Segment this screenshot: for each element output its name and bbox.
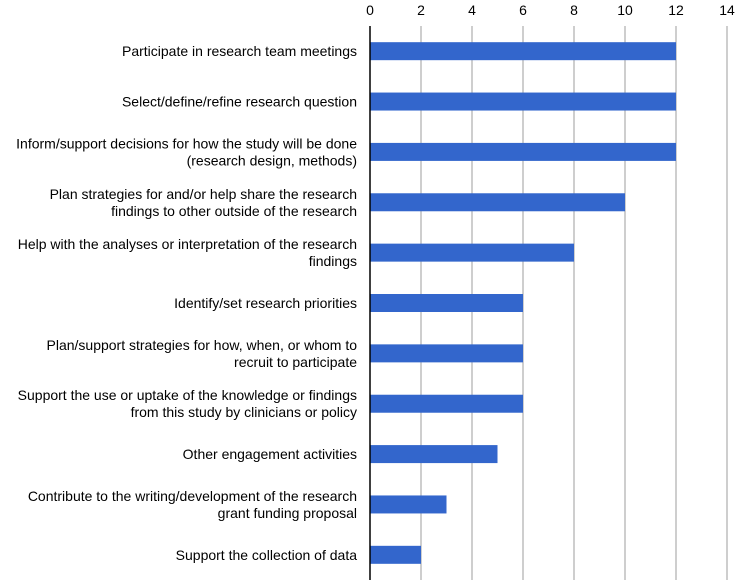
bar (370, 545, 421, 564)
bars (370, 42, 676, 564)
category-label: Contribute to the writing/development of… (28, 488, 357, 504)
category-label: grant funding proposal (218, 505, 357, 521)
category-label: Support the use or uptake of the knowled… (18, 387, 357, 403)
bar (370, 495, 447, 514)
category-label: Support the collection of data (176, 547, 358, 563)
bar (370, 42, 676, 61)
category-label: Plan/support strategies for how, when, o… (47, 337, 358, 353)
category-label: from this study by clinicians or policy (131, 404, 357, 420)
x-tick-label: 6 (519, 2, 527, 18)
category-label: findings to other outside of the researc… (111, 203, 357, 219)
category-label: (research design, methods) (187, 152, 357, 168)
category-labels: Participate in research team meetings Sel… (16, 43, 357, 563)
x-tick-label: 4 (468, 2, 476, 18)
category-label: Help with the analyses or interpretation… (18, 236, 357, 252)
bar (370, 92, 676, 111)
category-label: Inform/support decisions for how the stu… (16, 135, 357, 151)
category-label: Select/define/refine research question (122, 94, 357, 110)
bar (370, 294, 523, 312)
x-tick-label: 14 (719, 2, 735, 18)
x-tick-label: 10 (617, 2, 633, 18)
bar (370, 142, 676, 161)
x-tick-label: 8 (570, 2, 578, 18)
x-tick-label: 0 (366, 2, 374, 18)
category-label: Other engagement activities (183, 446, 357, 462)
x-tick-label: 2 (417, 2, 425, 18)
x-axis-tick-labels: 0 2 4 6 8 10 12 14 (366, 2, 735, 18)
bar (370, 394, 523, 413)
category-label: findings (309, 253, 357, 269)
bar (370, 193, 625, 212)
bar (370, 344, 523, 363)
category-label: Participate in research team meetings (122, 43, 357, 59)
bar (370, 445, 498, 464)
category-label: recruit to participate (234, 354, 357, 370)
category-label: Identify/set research priorities (174, 295, 357, 311)
category-label: Plan strategies for and/or help share th… (50, 186, 357, 202)
x-tick-label: 12 (668, 2, 684, 18)
bar (370, 243, 574, 262)
